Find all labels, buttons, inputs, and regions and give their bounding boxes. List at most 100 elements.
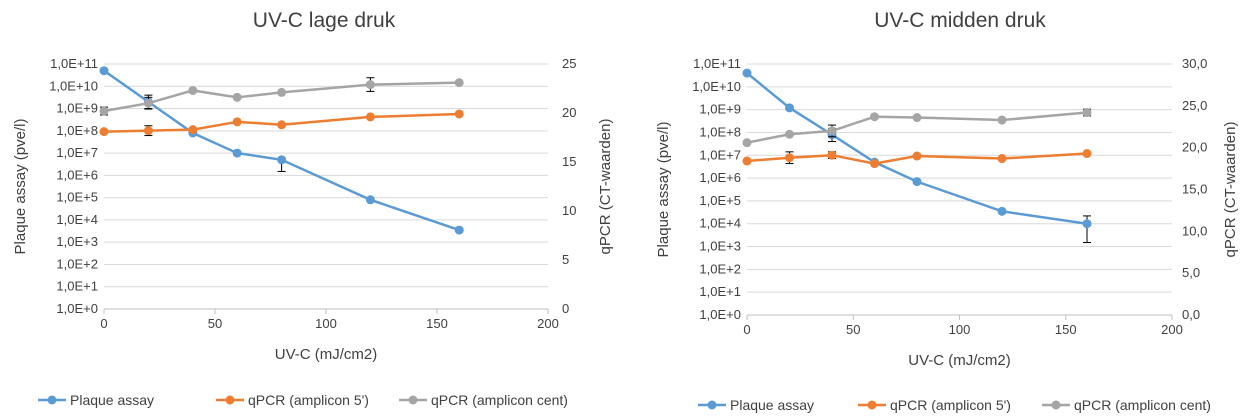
x-tick-label: 200 (1161, 322, 1183, 337)
y-tick-label: 1,0E+3 (699, 239, 741, 254)
data-point (785, 103, 794, 113)
series-qpcr-amplicon-5 (99, 109, 464, 137)
y2-tick-label: 5 (562, 252, 569, 267)
data-point (785, 129, 794, 139)
x-tick-label: 0 (100, 316, 107, 331)
data-point (785, 153, 794, 163)
x-tick-label: 100 (315, 316, 337, 331)
data-point (277, 120, 287, 130)
y-tick-label: 1,0E+1 (699, 284, 741, 299)
y-tick-label: 1,0E+2 (56, 256, 98, 271)
y-tick-label: 1,0E+4 (699, 216, 741, 231)
data-point (912, 113, 922, 123)
y-tick-label: 1,0E+5 (56, 190, 98, 205)
data-point (365, 195, 375, 205)
chart-title: UV-C lage druk (253, 9, 396, 32)
data-point (997, 115, 1007, 125)
y2-tick-label: 25 (562, 56, 576, 71)
data-point (997, 154, 1007, 164)
legend-marker (707, 400, 717, 410)
data-point (742, 68, 752, 78)
y2-tick-label: 20,0 (1182, 140, 1207, 155)
legend-label: Plaque assay (730, 397, 814, 413)
y-tick-label: 1,0E+10 (49, 78, 98, 93)
y-tick-label: 1,0E+9 (699, 102, 741, 117)
x-tick-label: 150 (426, 316, 448, 331)
data-point (912, 151, 922, 161)
data-point (742, 156, 752, 166)
series-qpcr-amplicon-cent (99, 77, 464, 116)
data-point (454, 225, 464, 235)
data-point (99, 127, 109, 137)
y2-tick-label: 20 (562, 105, 576, 120)
y-tick-label: 1,0E+7 (56, 145, 98, 160)
y2-tick-label: 5,0 (1182, 265, 1200, 280)
chart-1: UV-C lage druk 1,0E+0 1,0E+1 1,0E+2 1,0E+3 1,… (12, 9, 614, 408)
series-qpcr-amplicon-5 (742, 149, 1092, 169)
data-point (277, 155, 287, 165)
data-point (143, 126, 153, 136)
data-point (1082, 219, 1092, 229)
data-point (188, 125, 198, 135)
y-tick-label: 1,0E+10 (692, 79, 741, 94)
y-tick-label: 1,0E+8 (56, 123, 98, 138)
data-point (742, 138, 752, 148)
data-point (827, 126, 837, 136)
data-point (277, 87, 287, 97)
y-tick-label: 1,0E+9 (56, 101, 98, 116)
y-tick-label: 1,0E+1 (56, 279, 98, 294)
data-point (454, 78, 464, 88)
x-axis-label: UV-C (mJ/cm2) (908, 352, 1011, 369)
y2-tick-label: 0 (562, 301, 569, 316)
legend-label: Plaque assay (70, 392, 154, 408)
data-point (1082, 149, 1092, 159)
y2-axis-label: qPCR (CT-waarden) (1222, 122, 1239, 258)
data-point (454, 109, 464, 119)
data-point (870, 159, 879, 169)
data-point (365, 112, 375, 122)
data-point (232, 92, 242, 102)
legend-marker (47, 395, 57, 405)
data-point (997, 206, 1007, 216)
data-point (827, 150, 837, 160)
x-tick-label: 200 (537, 316, 559, 331)
y-tick-label: 1,0E+11 (693, 56, 741, 71)
data-point (188, 85, 198, 95)
x-tick-label: 0 (743, 322, 750, 337)
legend-marker (225, 395, 235, 405)
y-tick-label: 1,0E+7 (699, 147, 741, 162)
y2-tick-label: 0,0 (1182, 307, 1200, 322)
y-tick-label: 1,0E+6 (699, 170, 741, 185)
x-tick-label: 50 (846, 322, 860, 337)
y2-tick-label: 15 (562, 154, 576, 169)
y2-tick-label: 10 (562, 203, 576, 218)
series-qpcr-amplicon-cent (742, 108, 1092, 148)
chart-2: UV-C midden druk 1,0E+0 1,0E+1 1,0E+2 1,0E+3… (655, 9, 1239, 413)
data-point (99, 66, 109, 76)
data-point (99, 106, 109, 116)
data-point (232, 117, 242, 127)
y-tick-label: 1,0E+0 (699, 307, 741, 322)
y2-tick-label: 30,0 (1182, 56, 1207, 71)
legend-marker (408, 395, 418, 405)
y-tick-label: 1,0E+3 (56, 234, 98, 249)
y2-tick-label: 15,0 (1182, 182, 1207, 197)
data-point (232, 148, 242, 158)
y-tick-label: 1,0E+4 (56, 212, 98, 227)
data-point (1082, 108, 1092, 118)
x-tick-label: 50 (208, 316, 222, 331)
y-tick-label: 1,0E+2 (699, 261, 741, 276)
data-point (912, 177, 922, 187)
legend-marker (1051, 400, 1061, 410)
legend-label: qPCR (amplicon cent) (431, 392, 568, 408)
legend-label: qPCR (amplicon 5') (890, 397, 1011, 413)
y-axis-label: Plaque assay (pve/l) (655, 122, 672, 258)
legend-label: qPCR (amplicon 5') (248, 392, 369, 408)
x-tick-label: 150 (1055, 322, 1077, 337)
chart-title: UV-C midden druk (874, 9, 1046, 32)
y2-axis-label: qPCR (CT-waarden) (597, 119, 614, 255)
y2-tick-label: 10,0 (1182, 223, 1207, 238)
y-tick-label: 1,0E+0 (56, 301, 98, 316)
y-tick-label: 1,0E+8 (699, 124, 741, 139)
